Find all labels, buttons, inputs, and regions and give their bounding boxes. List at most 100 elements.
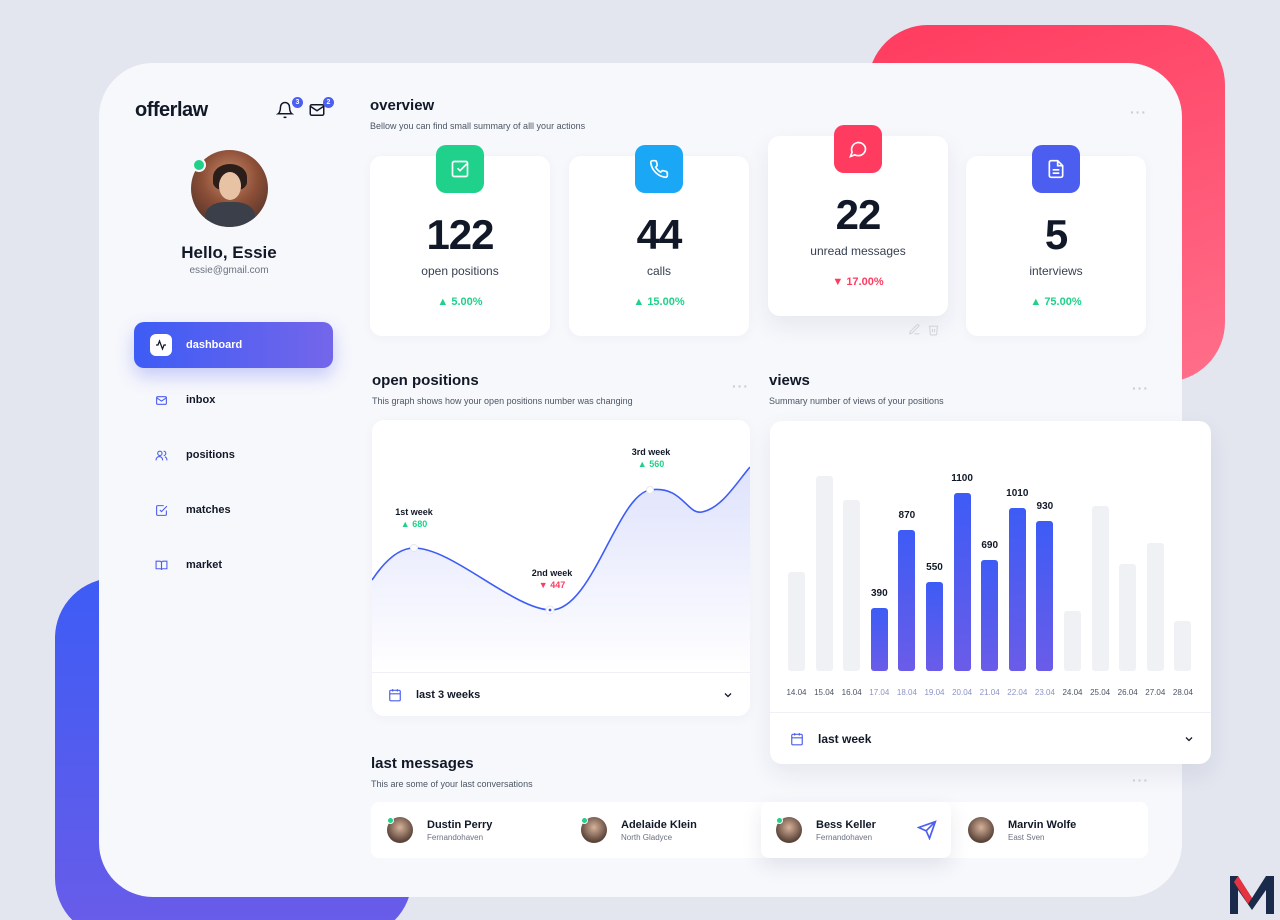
book-icon [154, 558, 168, 572]
overview-title: overview [370, 97, 435, 114]
users-icon [154, 448, 168, 462]
sidebar-item-market[interactable]: market [134, 542, 333, 588]
avatar [968, 817, 994, 843]
stat-value: 44 [636, 211, 683, 258]
bar-chart-area: 14.04 15.04 16.04 390 17.04 870 18.04 550 19.04 1… [770, 421, 1211, 711]
views-subtitle: Summary number of views of your position… [769, 396, 944, 406]
messages-list: Dustin Perry Fernandohaven Adelaide Klein… [371, 802, 1148, 858]
sidebar-nav: dashboard inbox positions matches market [134, 322, 333, 597]
bar-value-label: 870 [898, 510, 916, 522]
bar-value-label: 690 [981, 539, 999, 551]
avatar [776, 817, 802, 843]
bar-27.04[interactable] [1146, 543, 1164, 671]
bar-28.04[interactable] [1174, 620, 1192, 671]
x-tick-label: 18.04 [896, 688, 917, 697]
bar-25.04[interactable] [1091, 506, 1109, 671]
stat-change: ▼ 17.00% [832, 276, 884, 288]
x-tick-label: 23.04 [1034, 688, 1055, 697]
x-tick-label: 27.04 [1145, 688, 1166, 697]
notifications-button[interactable]: 3 [275, 97, 303, 123]
x-tick-label: 24.04 [1062, 688, 1083, 697]
calendar-icon [389, 688, 401, 701]
open-positions-more-button[interactable]: ··· [732, 378, 749, 394]
online-status-dot [387, 817, 394, 824]
x-tick-label: 26.04 [1117, 688, 1138, 697]
range-label: last 3 weeks [416, 688, 481, 701]
overview-more-button[interactable]: ··· [1130, 104, 1147, 120]
stat-value: 5 [1044, 211, 1068, 258]
x-tick-label: 19.04 [924, 688, 945, 697]
open-positions-title: open positions [372, 372, 479, 389]
x-tick-label: 28.04 [1172, 688, 1193, 697]
x-tick-label: 20.04 [952, 688, 973, 697]
x-tick-label: 17.04 [869, 688, 890, 697]
list-item-active[interactable]: Bess Keller Fernandohaven [761, 802, 951, 858]
trash-icon[interactable] [927, 323, 940, 336]
bar-17.04[interactable] [870, 608, 888, 671]
notification-badge: 3 [292, 97, 303, 108]
bar-value-label: 550 [926, 562, 943, 574]
sidebar-item-label: market [186, 559, 223, 571]
arrow-up-icon: ▲ [633, 296, 648, 308]
range-select-views[interactable]: last week [770, 712, 1211, 764]
brand-m-logo [1230, 876, 1274, 914]
profile-avatar[interactable] [191, 150, 268, 227]
views-chart: 14.04 15.04 16.04 390 17.04 870 18.04 550 19.04 1… [770, 421, 1211, 764]
bar-20.04[interactable] [953, 493, 971, 671]
bar-23.04[interactable] [1036, 520, 1054, 671]
send-icon[interactable] [917, 820, 937, 840]
sidebar-item-inbox[interactable]: inbox [134, 377, 333, 423]
avatar [387, 817, 413, 843]
stat-card-interviews[interactable]: 5 interviews ▲ 75.00% [966, 145, 1146, 336]
chat-icon [834, 125, 882, 173]
check-square-icon [154, 503, 168, 517]
sidebar-item-dashboard[interactable]: dashboard [134, 322, 333, 368]
bar-26.04[interactable] [1119, 564, 1137, 671]
line-chart-svg [372, 466, 750, 672]
point-week-1 [410, 544, 418, 552]
envelope-icon [309, 104, 325, 116]
sidebar-item-label: matches [186, 504, 231, 516]
stat-card-calls[interactable]: 44 calls ▲ 15.00% [569, 145, 749, 336]
arrow-down-icon: ▼ [538, 580, 551, 590]
stat-card-open-positions[interactable]: 122 open positions ▲ 5.00% [370, 145, 550, 336]
views-more-button[interactable]: ··· [1132, 380, 1149, 396]
edit-icon[interactable] [908, 323, 921, 336]
list-item[interactable]: Dustin Perry Fernandohaven [387, 802, 492, 858]
point-label-week-3: 3rd week ▲ 560 [631, 447, 671, 469]
arrow-up-icon: ▲ [437, 296, 452, 308]
stat-label: calls [646, 264, 671, 278]
bar-21.04[interactable] [981, 559, 999, 671]
arrow-down-icon: ▼ [832, 276, 847, 288]
bar-24.04[interactable] [1064, 611, 1081, 671]
sidebar-item-matches[interactable]: matches [134, 487, 333, 533]
bar-15.04[interactable] [815, 475, 833, 671]
last-messages-title: last messages [371, 755, 474, 772]
bar-14.04[interactable] [788, 572, 805, 671]
area-fill [372, 467, 750, 672]
user-email: essie@gmail.com [189, 265, 269, 276]
bar-16.04[interactable] [843, 499, 861, 671]
messages-more-button[interactable]: ··· [1132, 772, 1149, 788]
bar-19.04[interactable] [926, 582, 943, 671]
sidebar-item-label: positions [186, 449, 235, 461]
stat-label: unread messages [810, 244, 906, 258]
stat-label: open positions [421, 264, 499, 278]
range-select-open-positions[interactable]: last 3 weeks [372, 672, 750, 716]
bar-18.04[interactable] [898, 530, 916, 671]
stat-value: 122 [426, 211, 494, 258]
document-icon [1032, 145, 1080, 193]
point-week-2-center [548, 608, 552, 612]
phone-icon [635, 145, 683, 193]
bar-22.04[interactable] [1008, 507, 1026, 671]
list-item[interactable]: Marvin Wolfe East Sven [968, 802, 1076, 858]
arrow-up-icon: ▲ [400, 519, 413, 529]
chevron-down-icon [1185, 736, 1193, 741]
chevron-down-icon [724, 692, 732, 697]
mail-badge: 2 [323, 97, 334, 108]
messages-button[interactable]: 2 [307, 97, 334, 123]
sidebar-item-positions[interactable]: positions [134, 432, 333, 478]
list-item[interactable]: Adelaide Klein North Gladyce [581, 802, 697, 858]
x-tick-label: 14.04 [786, 688, 807, 697]
stat-card-unread-messages[interactable]: 22 unread messages ▼ 17.00% [768, 125, 948, 316]
